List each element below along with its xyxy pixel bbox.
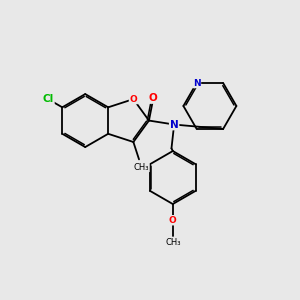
Text: O: O <box>169 216 177 225</box>
Text: N: N <box>193 79 200 88</box>
Text: O: O <box>149 93 158 103</box>
Text: N: N <box>170 119 178 130</box>
Text: CH₃: CH₃ <box>165 238 181 247</box>
Text: CH₃: CH₃ <box>134 163 149 172</box>
Text: O: O <box>130 94 137 103</box>
Text: Cl: Cl <box>43 94 54 104</box>
